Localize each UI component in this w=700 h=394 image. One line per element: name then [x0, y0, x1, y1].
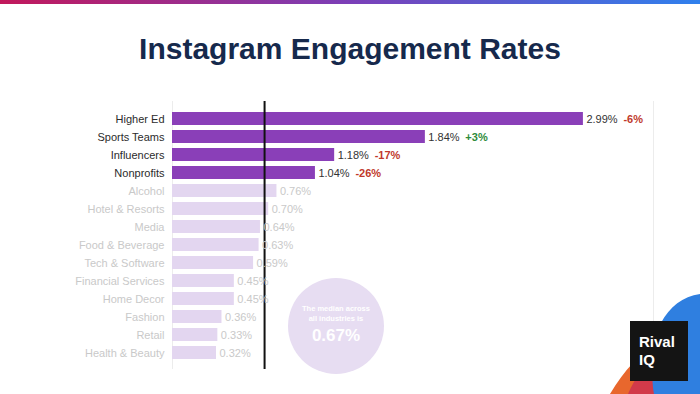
- svg-text:Home Decor: Home Decor: [103, 293, 165, 305]
- svg-text:Financial Services: Financial Services: [75, 275, 165, 287]
- svg-text:0.45%: 0.45%: [237, 293, 268, 305]
- svg-text:1.84%: 1.84%: [428, 131, 459, 143]
- svg-text:-26%: -26%: [355, 167, 381, 179]
- svg-text:Health & Beauty: Health & Beauty: [85, 347, 165, 359]
- svg-text:0.63%: 0.63%: [262, 239, 293, 251]
- svg-text:Influencers: Influencers: [111, 149, 165, 161]
- svg-text:0.64%: 0.64%: [263, 221, 294, 233]
- html-text:Rival IQ: Rival IQ: [639, 333, 675, 368]
- svg-text:Sports Teams: Sports Teams: [97, 131, 165, 143]
- svg-text:0.32%: 0.32%: [219, 347, 250, 359]
- svg-text:Hotel & Resorts: Hotel & Resorts: [87, 203, 165, 215]
- svg-text:1.04%: 1.04%: [318, 167, 349, 179]
- svg-text:-6%: -6%: [623, 113, 643, 125]
- svg-text:Higher Ed: Higher Ed: [116, 113, 165, 125]
- svg-text:1.18%: 1.18%: [338, 149, 369, 161]
- html-text:The median across all industri: The median across all industries is: [302, 304, 370, 323]
- svg-text:0.33%: 0.33%: [221, 329, 252, 341]
- svg-text:0.76%: 0.76%: [280, 185, 311, 197]
- html-text:0.67%: 0.67%: [311, 326, 361, 345]
- svg-text:0.45%: 0.45%: [237, 275, 268, 287]
- svg-text:Media: Media: [135, 221, 166, 233]
- svg-text:0.70%: 0.70%: [272, 203, 303, 215]
- svg-text:0.59%: 0.59%: [257, 257, 288, 269]
- html-text:Instagram Engagement Rates: Instagram Engagement Rates: [139, 32, 561, 65]
- svg-text:Alcohol: Alcohol: [128, 185, 164, 197]
- svg-text:-17%: -17%: [375, 149, 401, 161]
- svg-text:+3%: +3%: [465, 131, 488, 143]
- svg-text:0.36%: 0.36%: [225, 311, 256, 323]
- svg-text:Food & Beverage: Food & Beverage: [79, 239, 165, 251]
- svg-text:2.99%: 2.99%: [586, 113, 617, 125]
- svg-text:Retail: Retail: [136, 329, 164, 341]
- svg-text:Tech & Software: Tech & Software: [84, 257, 164, 269]
- svg-text:Nonprofits: Nonprofits: [114, 167, 165, 179]
- svg-text:Fashion: Fashion: [125, 311, 164, 323]
